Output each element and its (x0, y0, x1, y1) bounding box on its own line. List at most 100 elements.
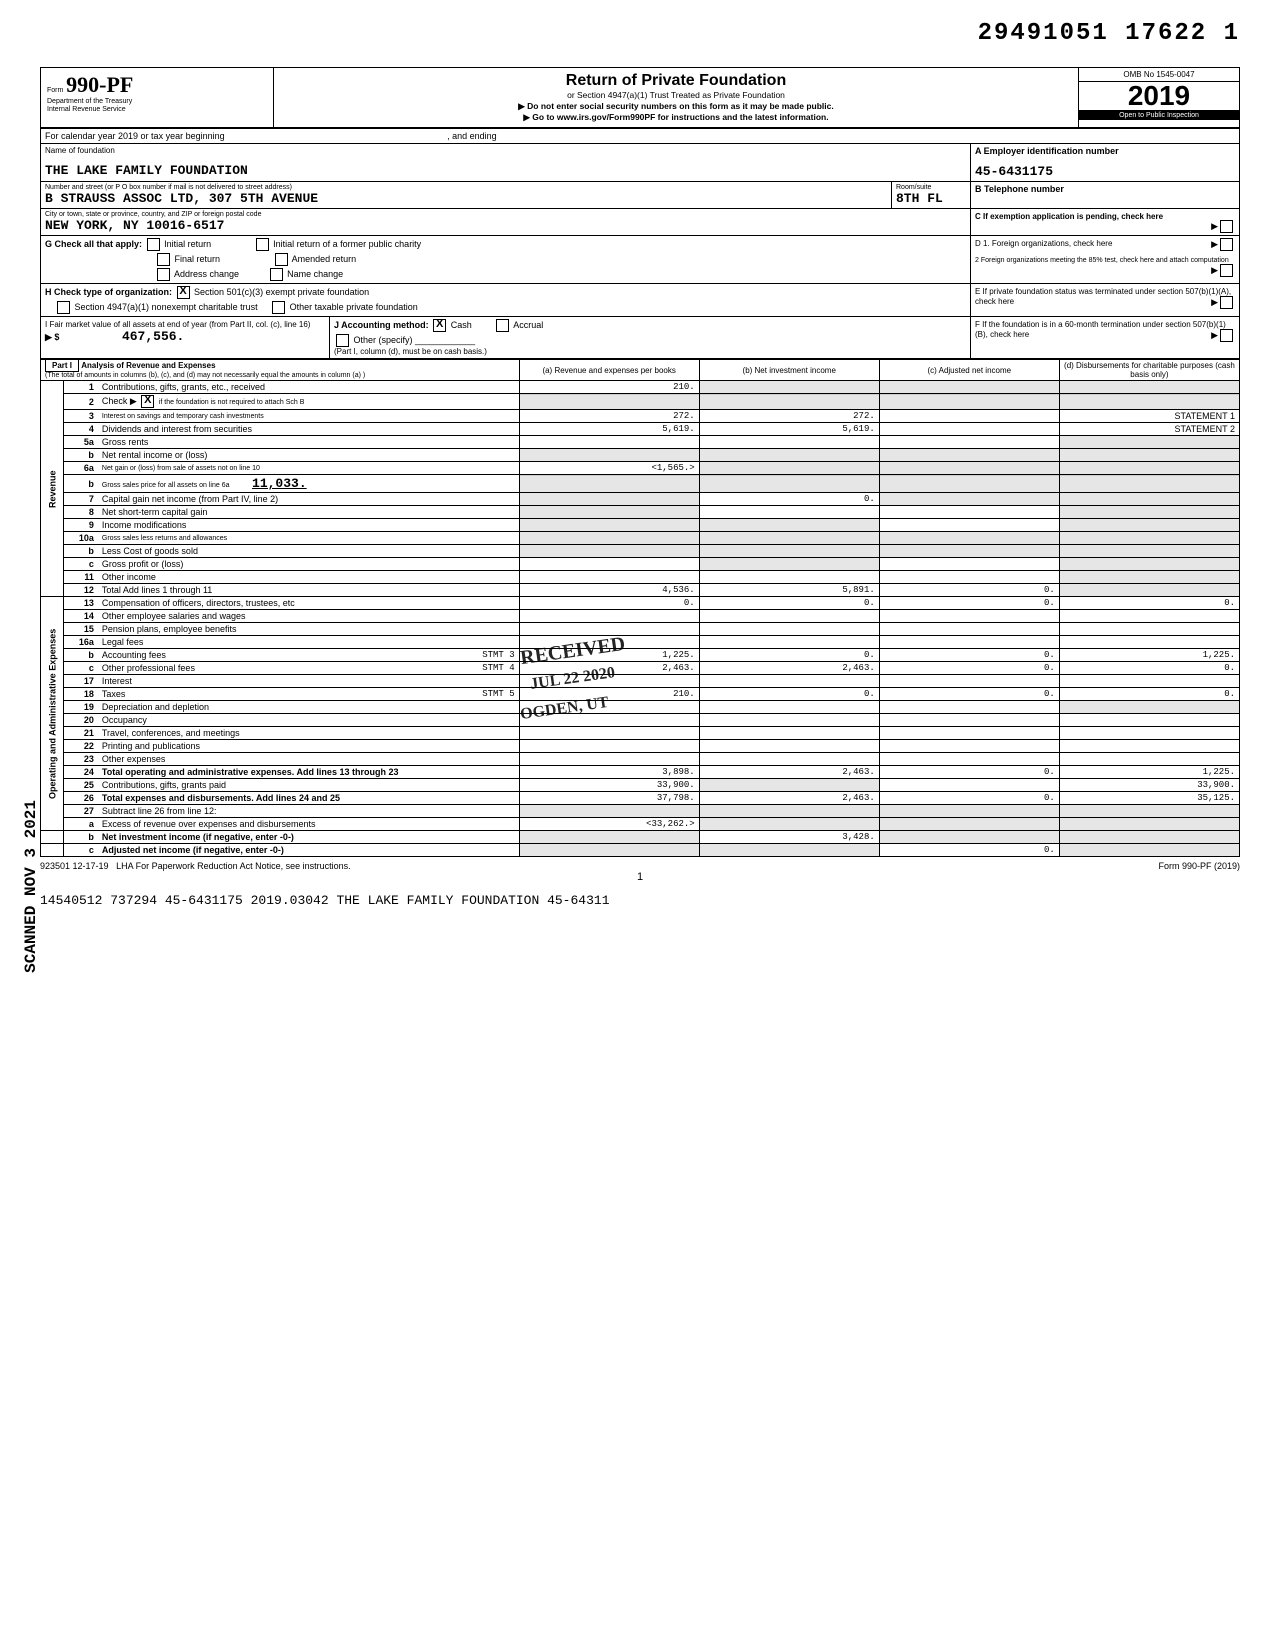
r26-d: 35,125. (1059, 792, 1239, 805)
part1-note: (The total of amounts in columns (b), (c… (45, 372, 365, 379)
g-initial-former: Initial return of a former public charit… (273, 239, 421, 249)
g-amended: Amended return (292, 254, 357, 264)
addr-label: Number and street (or P O box number if … (45, 184, 887, 191)
j-cash-check[interactable]: X (433, 319, 446, 332)
r24-d: 1,225. (1059, 766, 1239, 779)
name-label: Name of foundation (45, 146, 966, 155)
g-label: G Check all that apply: (45, 239, 142, 249)
r16c-stmt: STMT 4 (482, 663, 514, 673)
col-a-header: (a) Revenue and expenses per books (519, 360, 699, 381)
j-other-check[interactable] (336, 334, 349, 347)
calendar-year-row: For calendar year 2019 or tax year begin… (40, 129, 1240, 144)
d2-label: 2 Foreign organizations meeting the 85% … (975, 257, 1229, 264)
final-return-check[interactable] (157, 253, 170, 266)
r2-label2: if the foundation is not required to att… (159, 399, 305, 406)
r27c-label: Adjusted net income (if negative, enter … (98, 844, 519, 857)
part1-label: Part I (45, 359, 79, 372)
addr-change-check[interactable] (157, 268, 170, 281)
room: 8TH FL (896, 191, 966, 206)
initial-former-check[interactable] (256, 238, 269, 251)
irs: Internal Revenue Service (47, 106, 267, 114)
name-ein-row: Name of foundation THE LAKE FAMILY FOUND… (40, 144, 1240, 182)
r16b-stmt: STMT 3 (482, 650, 514, 660)
c-checkbox[interactable] (1220, 220, 1233, 233)
r10a-label: Gross sales less returns and allowances (98, 532, 519, 545)
revenue-label: Revenue (41, 381, 64, 597)
r26-c: 0. (879, 792, 1059, 805)
address: B STRAUSS ASSOC LTD, 307 5TH AVENUE (45, 191, 887, 206)
part1-title: Analysis of Revenue and Expenses (81, 361, 215, 370)
r18-b: 0. (699, 688, 879, 701)
r3-a: 272. (519, 410, 699, 423)
r27-label: Subtract line 26 from line 12: (98, 805, 519, 818)
i-j-f-row: I Fair market value of all assets at end… (40, 317, 1240, 359)
r4-d: STATEMENT 2 (1059, 423, 1239, 436)
r7-label: Capital gain net income (from Part IV, l… (98, 493, 519, 506)
r2-label: Check ▶ (102, 396, 137, 406)
j-cash: Cash (451, 320, 472, 330)
g-name: Name change (287, 269, 343, 279)
j-accrual-check[interactable] (496, 319, 509, 332)
r25-label: Contributions, gifts, grants paid (98, 779, 519, 792)
r5b-label: Net rental income or (loss) (98, 449, 519, 462)
form-id-box: Form 990-PF Department of the Treasury I… (41, 68, 274, 127)
ein: 45-6431175 (975, 164, 1235, 179)
r26-label: Total expenses and disbursements. Add li… (98, 792, 519, 805)
r3-d: STATEMENT 1 (1059, 410, 1239, 423)
r21-label: Travel, conferences, and meetings (98, 727, 519, 740)
e-check[interactable] (1220, 296, 1233, 309)
r16b-label: Accounting fees (102, 650, 166, 660)
r20-label: Occupancy (98, 714, 519, 727)
dln: 29491051 17622 1 (40, 20, 1240, 47)
r12-label: Total Add lines 1 through 11 (98, 584, 519, 597)
r1-label: Contributions, gifts, grants, etc., rece… (98, 381, 519, 394)
form-title: Return of Private Foundation (278, 72, 1074, 90)
r10b-label: Less Cost of goods sold (98, 545, 519, 558)
room-label: Room/suite (896, 184, 966, 191)
r13-c: 0. (879, 597, 1059, 610)
r18-label: Taxes (102, 689, 126, 699)
h-4947-check[interactable] (57, 301, 70, 314)
r25-d: 33,900. (1059, 779, 1239, 792)
d1-check[interactable] (1220, 238, 1233, 251)
r18-d: 0. (1059, 688, 1239, 701)
page-num: 1 (40, 871, 1240, 883)
r10c-label: Gross profit or (loss) (98, 558, 519, 571)
r16c-label: Other professional fees (102, 663, 195, 673)
r3-label: Interest on savings and temporary cash i… (98, 410, 519, 423)
city: NEW YORK, NY 10016-6517 (45, 218, 966, 233)
city-row: City or town, state or province, country… (40, 209, 1240, 236)
h-e-row: H Check type of organization: X Section … (40, 284, 1240, 317)
r16b-c: 0. (879, 649, 1059, 662)
r2-check[interactable]: X (141, 395, 154, 408)
f-check[interactable] (1220, 329, 1233, 342)
g-d-row: G Check all that apply: Initial return I… (40, 236, 1240, 284)
subtitle1: or Section 4947(a)(1) Trust Treated as P… (278, 90, 1074, 101)
r12-c: 0. (879, 584, 1059, 597)
name-change-check[interactable] (270, 268, 283, 281)
r25-a: 33,900. (519, 779, 699, 792)
r16c-c: 0. (879, 662, 1059, 675)
r6b-val: 11,033. (252, 476, 307, 491)
r1-a: 210. (519, 381, 699, 394)
initial-return-check[interactable] (147, 238, 160, 251)
r19-label: Depreciation and depletion (98, 701, 519, 714)
r13-d: 0. (1059, 597, 1239, 610)
d2-check[interactable] (1220, 264, 1233, 277)
and-ending: , and ending (447, 131, 497, 141)
j-label: J Accounting method: (334, 320, 429, 330)
r18-c: 0. (879, 688, 1059, 701)
r14-label: Other employee salaries and wages (98, 610, 519, 623)
r4-label: Dividends and interest from securities (98, 423, 519, 436)
dept: Department of the Treasury (47, 98, 267, 106)
r16b-b: 0. (699, 649, 879, 662)
form-title-box: Return of Private Foundation or Section … (274, 68, 1078, 127)
r16b-d: 1,225. (1059, 649, 1239, 662)
r17-label: Interest (98, 675, 519, 688)
h-other-check[interactable] (272, 301, 285, 314)
lha: LHA For Paperwork Reduction Act Notice, … (116, 861, 351, 871)
r16c-b: 2,463. (699, 662, 879, 675)
h-501c3-check[interactable]: X (177, 286, 190, 299)
amended-check[interactable] (275, 253, 288, 266)
j-other: Other (specify) (354, 335, 413, 345)
